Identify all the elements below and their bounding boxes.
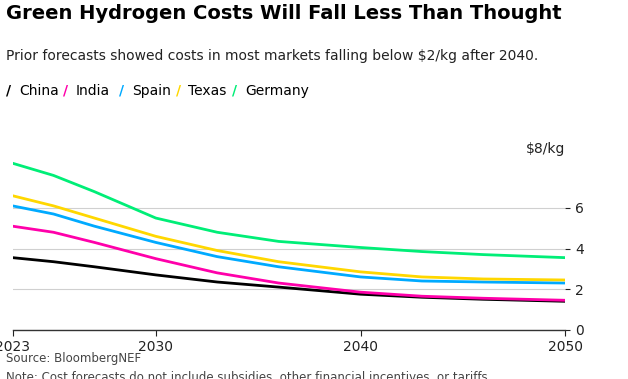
Text: Source: BloombergNEF: Source: BloombergNEF bbox=[6, 352, 141, 365]
Text: /: / bbox=[63, 84, 68, 98]
Text: Prior forecasts showed costs in most markets falling below $2/kg after 2040.: Prior forecasts showed costs in most mar… bbox=[6, 49, 539, 63]
Text: Texas: Texas bbox=[188, 84, 227, 98]
Text: China: China bbox=[19, 84, 58, 98]
Text: Note: Cost forecasts do not include subsidies, other financial incentives, or ta: Note: Cost forecasts do not include subs… bbox=[6, 371, 492, 379]
Text: India: India bbox=[75, 84, 109, 98]
Text: Green Hydrogen Costs Will Fall Less Than Thought: Green Hydrogen Costs Will Fall Less Than… bbox=[6, 4, 562, 23]
Text: /: / bbox=[119, 84, 124, 98]
Text: $8/kg: $8/kg bbox=[526, 142, 565, 156]
Text: /: / bbox=[6, 84, 11, 98]
Text: /: / bbox=[176, 84, 181, 98]
Text: /: / bbox=[232, 84, 237, 98]
Text: Germany: Germany bbox=[245, 84, 309, 98]
Text: Spain: Spain bbox=[132, 84, 171, 98]
